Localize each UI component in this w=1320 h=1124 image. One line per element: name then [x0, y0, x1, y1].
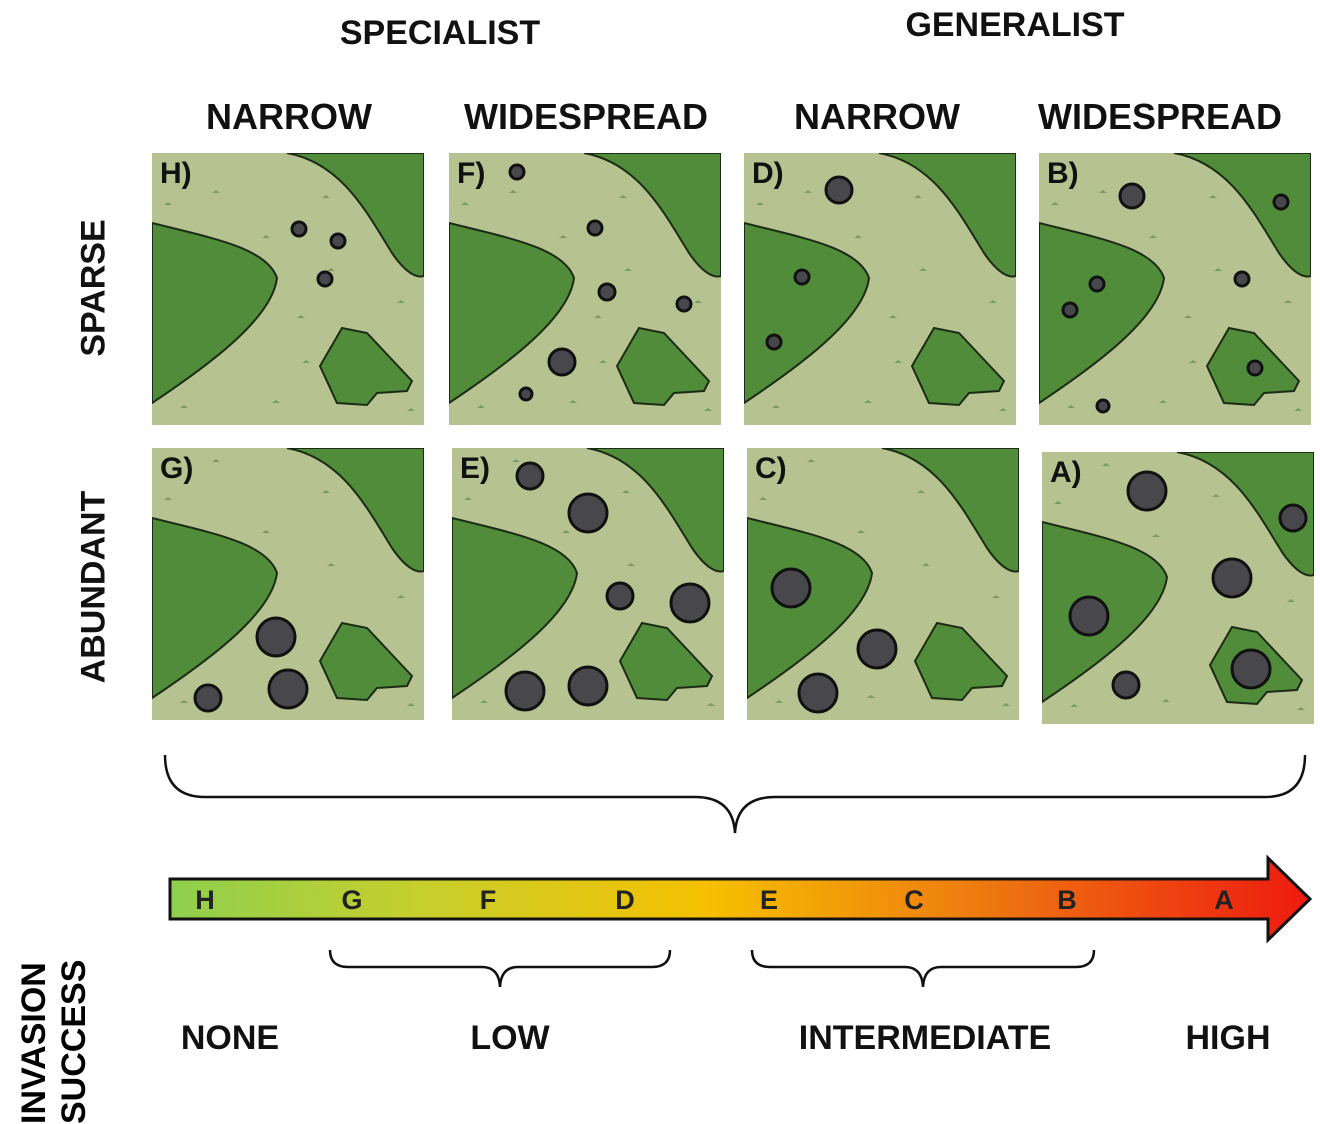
landscape-map	[152, 448, 424, 720]
axis-title-line1: INVASION	[15, 962, 53, 1124]
landscape-map	[1039, 153, 1311, 425]
individuals	[193, 616, 309, 713]
individuals	[504, 461, 711, 712]
individuals	[1061, 182, 1290, 414]
landscape-map	[1042, 452, 1314, 724]
level-high: HIGH	[1185, 1019, 1271, 1057]
arrow-letter-h: H	[195, 885, 215, 915]
panel-c: C)	[747, 448, 1019, 720]
arrow-letter-f: F	[480, 885, 497, 915]
level-none: NONE	[180, 1019, 280, 1057]
panel-h: H)	[152, 153, 424, 425]
panel-f: F)	[449, 153, 721, 425]
panel-label-c: C)	[755, 452, 787, 485]
landscape-map	[744, 153, 1016, 425]
arrow-letter-b: B	[1057, 885, 1077, 915]
arrow-letter-a: A	[1214, 885, 1234, 915]
individuals	[508, 163, 693, 402]
panel-label-b: B)	[1047, 157, 1079, 190]
arrow-letter-d: D	[615, 885, 635, 915]
column-header-specialist-narrow: NARROW	[206, 96, 372, 137]
axis-title: INVASION SUCCESS	[14, 960, 94, 1124]
panel-a: A)	[1042, 452, 1314, 724]
vegetation-marks	[164, 190, 415, 411]
landscape-map	[152, 153, 424, 425]
arrow-letter-c: C	[904, 885, 924, 915]
invasion-success-arrow	[168, 854, 1313, 944]
low-brace	[328, 949, 672, 988]
panel-label-d: D)	[752, 157, 784, 190]
landscape-map	[747, 448, 1019, 720]
individuals	[290, 220, 347, 288]
arrow-letters: H G F D E C B A	[195, 885, 1234, 915]
intermediate-brace	[750, 949, 1096, 988]
generalist-header: GENERALIST	[905, 6, 1125, 44]
habitat-patch-small	[318, 326, 414, 407]
level-intermediate: INTERMEDIATE	[798, 1019, 1052, 1057]
panel-e: E)	[452, 448, 724, 720]
column-header-generalist-widespread: WIDESPREAD	[1037, 96, 1283, 137]
axis-title-line2: SUCCESS	[55, 959, 93, 1124]
column-header-specialist-widespread: WIDESPREAD	[463, 96, 709, 137]
landscape-map	[449, 153, 721, 425]
specialist-header: SPECIALIST	[339, 14, 541, 52]
panel-b: B)	[1039, 153, 1311, 425]
individuals	[1068, 470, 1308, 700]
individuals	[765, 175, 854, 351]
overall-brace	[163, 754, 1307, 834]
landscape-map	[452, 448, 724, 720]
individuals	[770, 567, 898, 714]
arrow-letter-g: G	[341, 885, 362, 915]
panel-label-g: G)	[160, 452, 194, 485]
arrow-letter-e: E	[760, 885, 778, 915]
column-header-generalist-narrow: NARROW	[794, 96, 960, 137]
panel-label-h: H)	[160, 157, 192, 190]
panel-label-f: F)	[457, 157, 486, 190]
panel-g: G)	[152, 448, 424, 720]
panel-label-a: A)	[1050, 456, 1082, 489]
habitat-patch-top-right	[286, 153, 424, 278]
panel-label-e: E)	[460, 452, 490, 485]
level-low: LOW	[470, 1019, 550, 1057]
panel-d: D)	[744, 153, 1016, 425]
habitat-patch-left	[152, 221, 279, 405]
